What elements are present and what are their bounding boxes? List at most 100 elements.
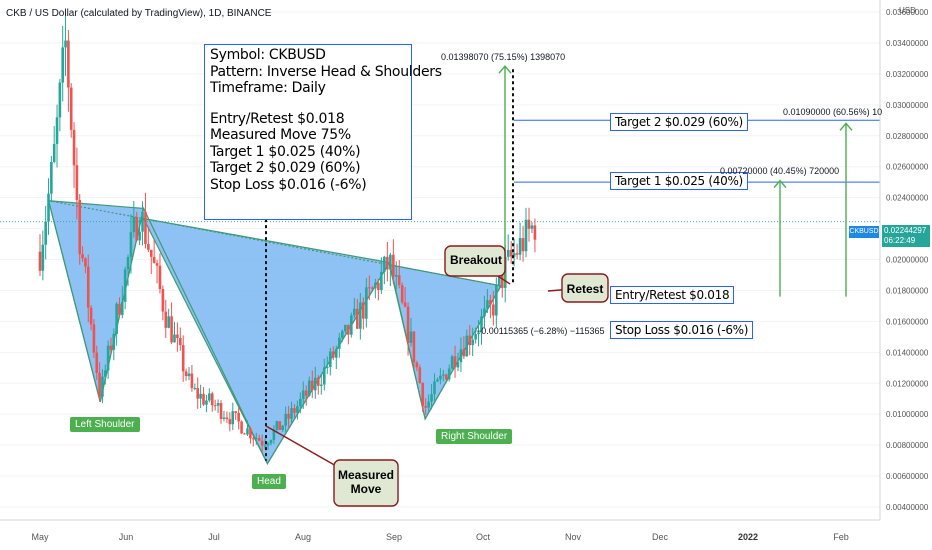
stop-loss-label[interactable]: Stop Loss $0.016 (-6%) [610,321,754,339]
candle-body [47,193,50,222]
candle-body [403,302,407,307]
candle-body [176,334,179,339]
candle-body [266,443,270,446]
candle-body [386,256,389,270]
candle-body [269,440,273,444]
candle-body [341,331,344,338]
neckline [48,200,502,287]
info-line: Measured Move 75% [210,127,351,143]
y-tick-label: 0.00600000 [886,472,929,481]
candle-body [75,165,79,201]
candle-body [228,419,232,425]
candle-body [222,417,226,419]
candle-body [173,334,176,343]
candle-body [397,275,401,286]
candle-body [126,257,130,270]
candle-body [427,401,430,408]
candle-body [257,438,261,441]
measured-move-readout: 0.01398070 (75.15%) 1398070 [441,52,566,62]
target1-label[interactable]: Target 1 $0.025 (40%) [610,172,748,190]
candle-body [216,403,220,406]
candle-body [246,428,249,435]
candle-body [313,377,317,391]
right-shoulder-label: Right Shoulder [436,429,513,444]
candle-body [474,334,477,340]
candle-body [290,408,293,419]
candle-body [418,367,422,384]
candle-body [243,433,246,435]
candle-body [392,254,395,277]
candle-body [95,352,99,373]
measured-move-callout: Measured Move [337,468,395,496]
candle-body [524,219,528,252]
info-line: Symbol: CKBUSD [210,47,326,63]
target2-label[interactable]: Target 2 $0.029 (60%) [610,113,748,131]
candle-body [322,367,326,385]
candle-body [353,308,356,316]
candle-body [84,258,87,267]
y-tick-label: 0.01600000 [886,317,929,326]
candle-body [281,425,285,430]
candle-body [141,211,144,232]
retest-callout: Retest [566,282,604,296]
y-tick-label: 0.02800000 [886,132,929,141]
info-line: Target 1 $0.025 (40%) [210,143,361,160]
candle-body [41,244,45,271]
candle-body [533,225,537,240]
candle-body [497,275,501,286]
info-box[interactable]: Symbol: CKBUSD Pattern: Inverse Head & S… [204,44,442,220]
target2-readout: 0.01090000 (60.56%) 10 [783,107,883,117]
entry-label[interactable]: Entry/Retest $0.018 [610,286,735,304]
candle-body [278,421,282,430]
candle-body [121,301,124,315]
candle-body [260,440,264,446]
candle-body [325,367,329,369]
info-line: Stop Loss $0.016 (-6%) [210,176,367,193]
candle-body [371,287,374,289]
y-tick-label: 0.03200000 [886,70,929,79]
candle-body [424,406,427,408]
breakout-box [444,245,506,277]
candle-body [296,406,299,413]
y-tick-label: 0.01000000 [886,410,929,419]
candle-body [149,249,153,257]
retest-box [561,273,609,303]
candle-body [103,370,107,377]
candle-body [181,345,185,372]
target1-readout: 0.00720000 (40.45%) 720000 [720,166,840,176]
candle-body [442,374,445,376]
symbol-tag: CKBUSD [849,226,879,238]
candle-body [530,225,534,229]
x-tick-label: Aug [295,532,311,542]
candle-body [240,421,243,434]
candle-body [409,331,413,343]
candle-body [301,390,305,399]
candle-body [509,249,513,257]
candle-body [208,393,211,401]
target2-arrow-head [839,122,853,131]
candle-body [344,324,347,332]
stop-readout: −0.00115365 (−6.28%) −115365 [476,326,605,336]
x-tick-label: 2022 [738,532,758,542]
candle-body [109,345,113,350]
candle-body [67,40,70,88]
candle-body [234,411,238,413]
candle-body [304,390,308,396]
candle-body [132,217,136,233]
candle-body [506,249,510,257]
x-tick-label: Jul [208,532,220,542]
candle-body [225,417,229,420]
candle-body [237,412,240,422]
pattern-outline [48,200,502,465]
candle-body [377,282,380,291]
candle-body [202,393,205,405]
measured-move-arrow-head [498,65,512,74]
candle-body [254,438,258,440]
candle-body [515,253,519,255]
candle-body [512,253,516,257]
candle-body [468,335,472,346]
candle-body [81,254,84,259]
candle-body [447,368,451,380]
candle-body [287,413,290,419]
